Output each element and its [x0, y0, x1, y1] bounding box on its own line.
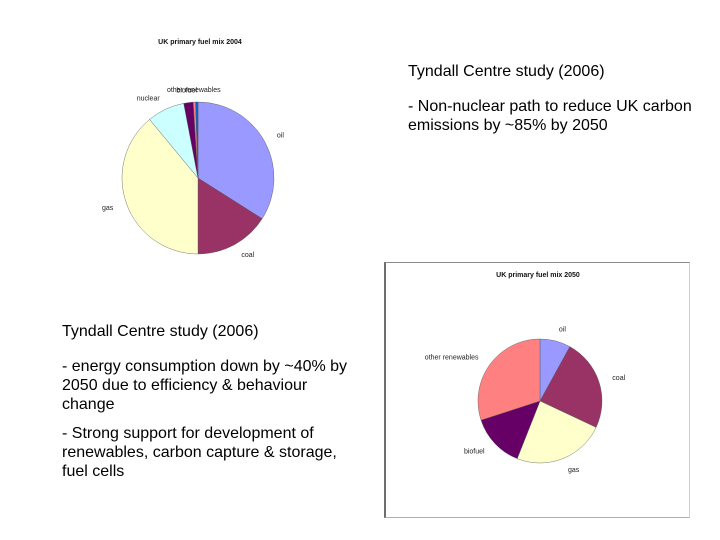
chart-title: UK primary fuel mix 2050 [496, 272, 580, 279]
slice-label-gas: gas [102, 205, 114, 212]
chart-title: UK primary fuel mix 2004 [158, 39, 242, 46]
pie-slice-coal [197, 177, 263, 255]
pie-chart-2050-svg: UK primary fuel mix 2050 oil coal gas biofue… [425, 272, 626, 474]
bullet-non-nuclear-path: - Non-nuclear path to reduce UK carbon e… [408, 98, 692, 134]
slice-label-coal: coal [241, 252, 254, 259]
pie-slice-gas [516, 400, 597, 464]
pie-slice-other [195, 101, 199, 179]
slice-label-other-renewables: other renewables [167, 87, 221, 94]
pie-chart-2050: UK primary fuel mix 2050 oil coal gas biofue… [384, 262, 690, 518]
bullet-renewables-support: - Strong support for development of rene… [62, 425, 337, 480]
pie-slice-gas [121, 119, 199, 255]
slice-label-oil: oil [559, 326, 566, 333]
pie-slice-oil [197, 101, 275, 219]
study-heading-bottom: Tyndall Centre study (2006) [62, 323, 259, 340]
study-summary-bottom: Tyndall Centre study (2006) - energy con… [62, 322, 362, 491]
pie-chart-2004: UK primary fuel mix 2004 oil coal gas nuclea… [100, 30, 310, 260]
pie-slice-other-renewables [477, 338, 541, 421]
slice-label-oil: oil [277, 133, 284, 140]
study-summary-top: Tyndall Centre study (2006) - Non-nuclea… [408, 62, 698, 145]
slice-label-gas: gas [568, 467, 580, 474]
slice-label-coal: coal [612, 375, 625, 382]
slice-label-other-renewables: other renewables [425, 355, 479, 362]
bullet-energy-consumption: - energy consumption down by ~40% by 205… [62, 358, 348, 413]
slice-label-biofuel: biofuel [176, 88, 197, 95]
slice-label-biofuel: biofuel [464, 449, 485, 456]
slice-label-nuclear: nuclear [137, 95, 161, 102]
pie-slice-coal [539, 346, 603, 428]
pie-chart-2004-svg: UK primary fuel mix 2004 oil coal gas nuclea… [102, 39, 284, 259]
study-heading-top: Tyndall Centre study (2006) [408, 63, 605, 80]
